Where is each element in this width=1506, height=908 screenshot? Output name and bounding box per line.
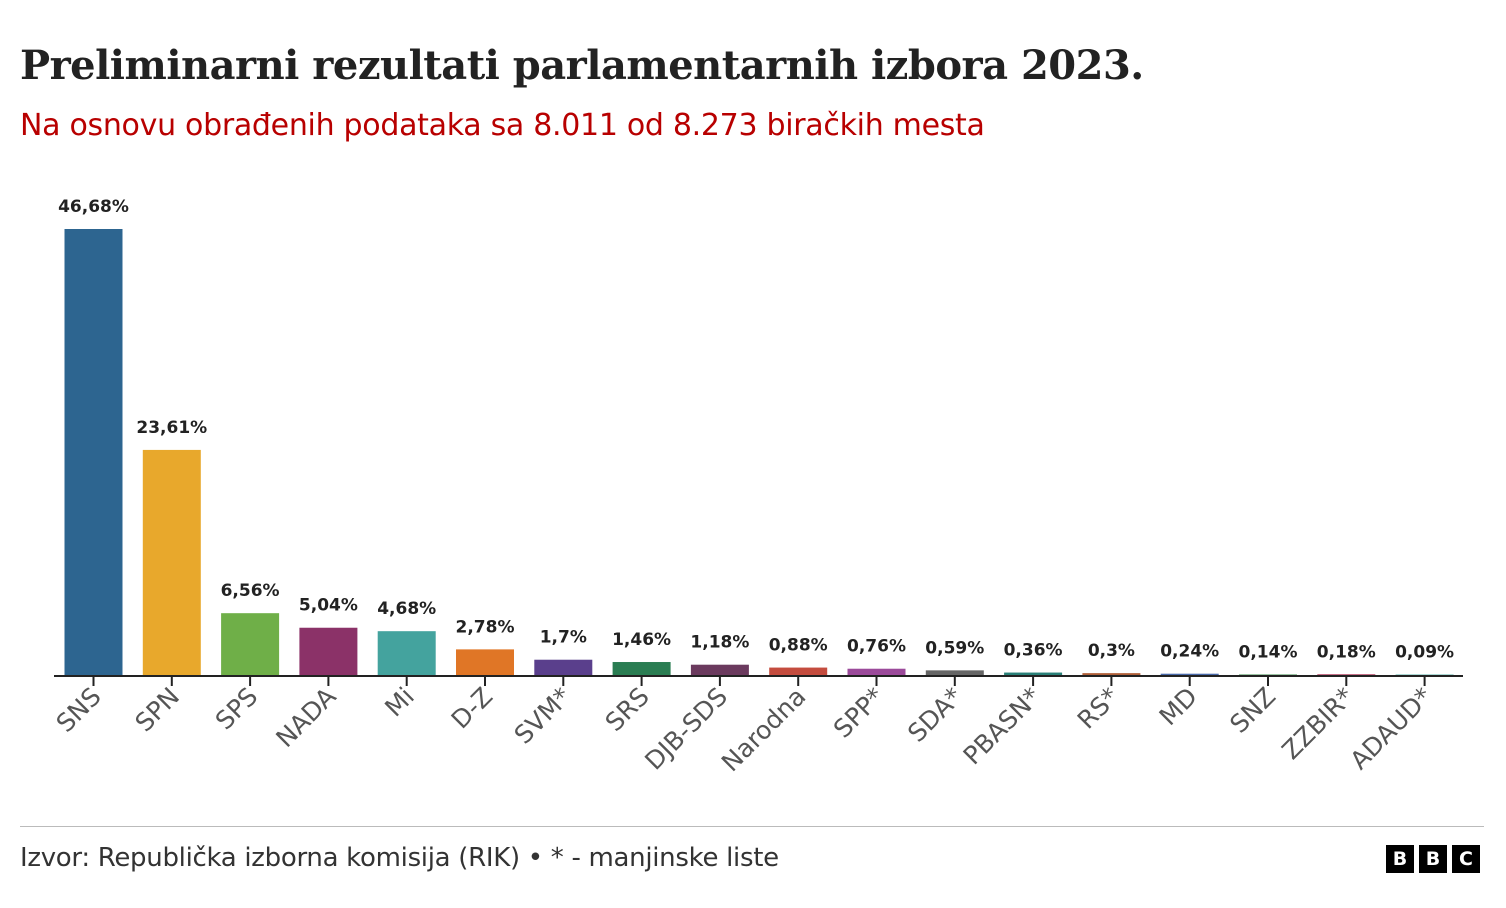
bar-srs xyxy=(612,662,671,676)
data-label: 0,18% xyxy=(1317,642,1376,662)
data-label: 0,3% xyxy=(1088,641,1135,661)
data-label: 5,04% xyxy=(299,596,358,616)
bar-mi xyxy=(377,631,436,676)
bar-chart: 46,68% SNS 23,61% SPN 6,56% SPS 5,04% NADA 4,68%… xyxy=(51,197,1463,778)
data-label: 6,56% xyxy=(221,581,280,601)
x-tick-label: PBASN* xyxy=(958,682,1047,771)
x-tick-label: D-Z xyxy=(446,682,499,735)
data-label: 0,76% xyxy=(847,637,906,657)
x-tick-label: SPS xyxy=(210,682,264,736)
x-tick-label: MD xyxy=(1154,682,1203,731)
x-tick-label: NADA xyxy=(270,682,341,753)
data-label: 23,61% xyxy=(136,418,207,438)
bar-sda xyxy=(925,670,984,676)
bar-nada xyxy=(299,627,358,676)
bar-djb-sds xyxy=(690,664,749,676)
x-tick-label: SNZ xyxy=(1224,682,1281,739)
data-label: 1,7% xyxy=(540,628,587,648)
chart-title: Preliminarni rezultati parlamentarnih iz… xyxy=(20,42,1144,89)
bar-svm xyxy=(534,659,593,676)
source-note: Izvor: Republička izborna komisija (RIK)… xyxy=(20,843,779,873)
data-label: 1,18% xyxy=(690,633,749,653)
data-label: 0,14% xyxy=(1239,643,1298,663)
x-tick-label: SNS xyxy=(51,682,107,738)
bar-pbasn xyxy=(1004,672,1063,676)
data-label: 0,09% xyxy=(1395,643,1454,663)
bar-d-z xyxy=(456,649,514,676)
data-label: 46,68% xyxy=(58,197,129,217)
x-tick-label: SVM* xyxy=(509,682,577,750)
x-tick-label: SPP* xyxy=(828,682,890,744)
bar-sps xyxy=(221,613,280,676)
x-tick-label: DJB-SDS xyxy=(639,682,733,776)
bbc-logo-b1: B xyxy=(1386,845,1414,873)
data-label: 1,46% xyxy=(612,630,671,650)
data-label: 4,68% xyxy=(377,599,436,619)
x-tick-label: SPN xyxy=(129,682,185,738)
x-tick-label: Mi xyxy=(379,682,420,723)
x-tick-label: SRS xyxy=(600,682,655,737)
bar-sns xyxy=(64,229,123,676)
chart-subtitle: Na osnovu obrađenih podataka sa 8.011 od… xyxy=(20,108,985,143)
x-tick-label: Narodna xyxy=(716,682,812,778)
bbc-logo-c: C xyxy=(1452,845,1480,873)
data-label: 0,88% xyxy=(769,636,828,656)
bar-narodna xyxy=(769,667,828,676)
bbc-logo-b2: B xyxy=(1419,845,1447,873)
bar-spp xyxy=(847,668,906,676)
footer-divider xyxy=(20,826,1484,827)
x-tick-label: RS* xyxy=(1072,682,1125,735)
data-label: 0,59% xyxy=(925,638,984,658)
bar-rs xyxy=(1082,673,1141,676)
bar-md xyxy=(1160,673,1219,676)
bbc-logo: B B C xyxy=(1386,845,1480,873)
x-tick-label: ADAUD* xyxy=(1344,682,1437,775)
x-tick-label: SDA* xyxy=(902,682,968,748)
data-label: 2,78% xyxy=(456,617,515,637)
bar-spn xyxy=(142,449,201,676)
data-label: 0,36% xyxy=(1004,641,1063,661)
data-label: 0,24% xyxy=(1160,642,1219,662)
